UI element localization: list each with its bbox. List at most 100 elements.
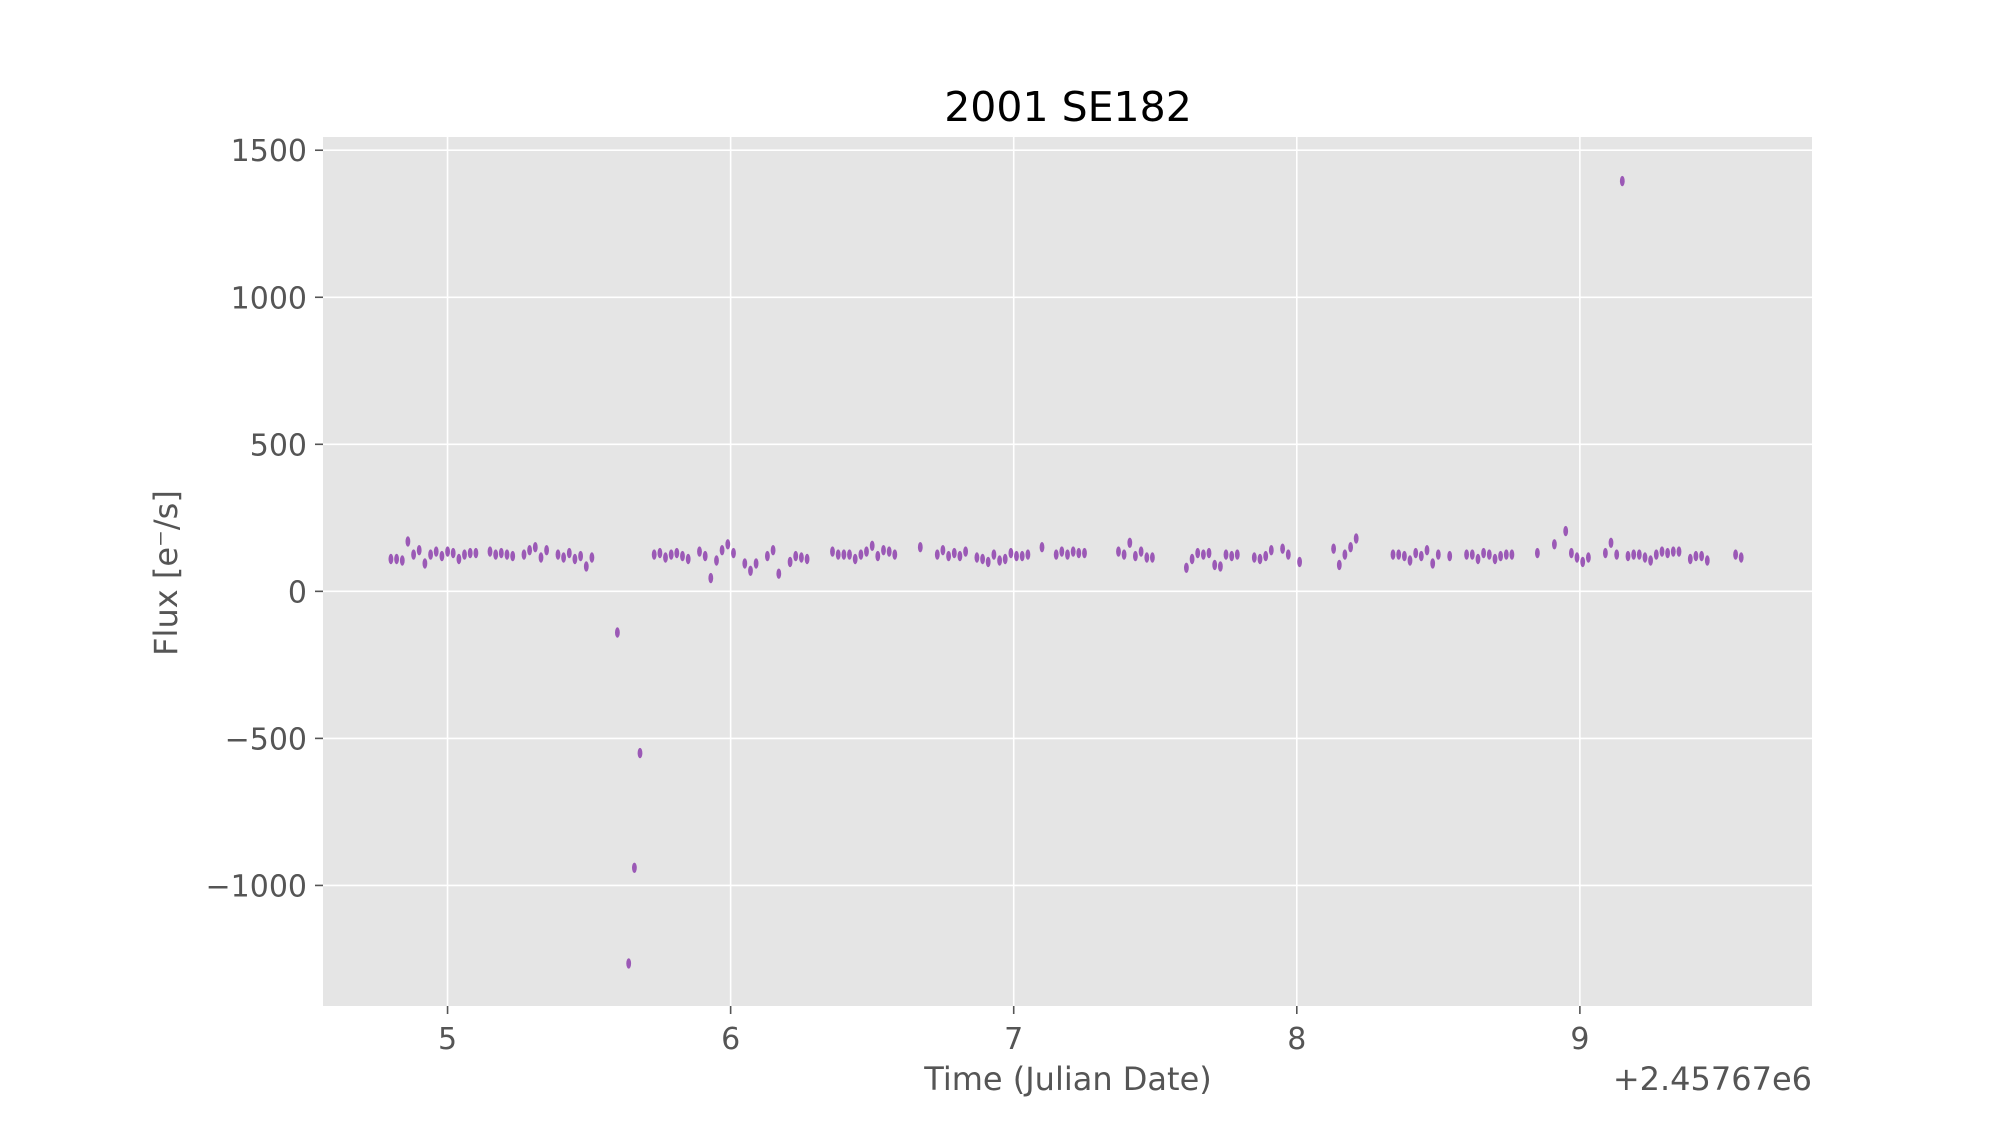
data-point (578, 550, 583, 562)
data-point (493, 549, 499, 560)
data-point (1447, 550, 1453, 562)
data-point (388, 553, 394, 565)
data-point (1082, 547, 1087, 559)
data-point (1704, 555, 1710, 566)
data-point (1586, 552, 1591, 563)
data-point (1065, 549, 1070, 560)
data-point (544, 545, 549, 556)
data-point (725, 539, 731, 550)
data-point (1280, 543, 1285, 554)
data-point (1574, 552, 1580, 563)
data-point (1430, 558, 1436, 569)
data-point (1435, 549, 1441, 560)
data-point (804, 553, 810, 565)
data-point (657, 547, 663, 559)
data-point (875, 550, 881, 562)
data-point (1331, 543, 1336, 554)
data-point (1251, 552, 1257, 563)
data-point (572, 553, 578, 565)
data-point (697, 546, 702, 557)
data-point (433, 546, 439, 557)
data-point (1297, 556, 1302, 568)
data-point (1263, 550, 1269, 562)
data-point (886, 546, 892, 557)
data-point (946, 550, 951, 562)
data-point (1014, 550, 1019, 562)
data-point (991, 549, 997, 560)
data-point (462, 549, 467, 560)
data-point (1201, 549, 1206, 560)
data-point (510, 550, 516, 562)
data-point (1475, 553, 1481, 565)
data-point (487, 546, 493, 557)
data-point (637, 747, 643, 759)
data-point (1653, 549, 1659, 560)
data-point (1234, 549, 1240, 560)
data-point (632, 862, 637, 873)
data-point (445, 546, 450, 557)
data-point (1670, 546, 1676, 557)
data-point (1636, 549, 1642, 560)
data-point (589, 552, 595, 563)
data-point (864, 546, 869, 557)
data-point (405, 536, 411, 547)
data-point (1402, 550, 1407, 562)
data-point (685, 553, 691, 565)
data-point (1535, 547, 1540, 559)
data-point (1665, 547, 1670, 559)
data-point (1353, 533, 1359, 544)
data-point (1008, 547, 1014, 559)
data-point (1608, 537, 1614, 548)
data-point (1738, 552, 1744, 563)
data-point (1552, 539, 1557, 550)
data-point (1268, 545, 1274, 556)
data-point (1184, 562, 1189, 573)
data-point (917, 542, 923, 553)
data-point (1676, 546, 1682, 557)
data-point (1659, 546, 1665, 557)
data-point (1059, 546, 1065, 557)
y-tick-label: 0 (288, 575, 307, 610)
data-point (835, 549, 841, 560)
data-point (1503, 549, 1509, 560)
data-point (1121, 549, 1127, 560)
data-point (1693, 550, 1699, 562)
data-point (1019, 550, 1025, 562)
data-point (770, 545, 776, 556)
data-point (1144, 552, 1150, 563)
data-point (1699, 550, 1704, 562)
axes: 5 6 7 8 9 −1000 −500 0 500 1000 1500 (206, 134, 1590, 1057)
data-point (1342, 549, 1348, 560)
data-point (1390, 549, 1396, 560)
x-tick-label: 9 (1570, 1022, 1589, 1057)
data-point (456, 553, 462, 565)
data-point (626, 958, 632, 969)
data-point (1189, 553, 1195, 565)
data-point (858, 549, 864, 560)
data-point (566, 547, 572, 559)
data-point (651, 549, 657, 560)
data-point (1002, 553, 1008, 565)
data-point (439, 550, 445, 562)
data-point (1285, 549, 1291, 560)
data-point (765, 550, 770, 562)
x-tick-label: 8 (1287, 1022, 1306, 1057)
x-tick-label: 6 (721, 1022, 740, 1057)
x-axis-label: Time (Julian Date) (923, 1060, 1212, 1098)
y-tick-label: 1000 (231, 281, 307, 316)
data-point (753, 558, 759, 569)
data-point (1492, 553, 1498, 565)
data-point (399, 555, 405, 566)
data-point (428, 549, 433, 560)
x-axis-offset-label: +2.45767e6 (1613, 1060, 1812, 1098)
plot-area-background (323, 137, 1812, 1006)
data-point (532, 542, 538, 553)
data-point (450, 547, 456, 559)
data-point (1223, 549, 1229, 560)
data-point (1619, 175, 1625, 187)
data-point (731, 547, 736, 559)
data-point (1025, 549, 1031, 560)
data-point (1648, 555, 1653, 566)
data-point (997, 555, 1002, 566)
y-tick-label: −1000 (206, 869, 307, 904)
